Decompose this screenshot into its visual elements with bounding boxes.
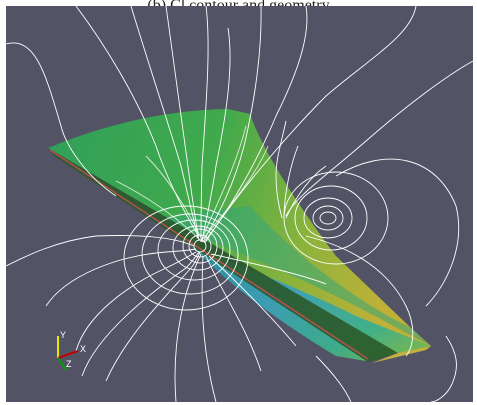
axis-z-label: Z [66,359,72,369]
axis-y-label: Y [60,330,66,340]
axes-triad: Y X Z [57,330,86,371]
render-viewport[interactable]: Y X Z [6,6,473,402]
axis-x-label: X [80,344,86,354]
cl-contour-lines [6,6,473,402]
